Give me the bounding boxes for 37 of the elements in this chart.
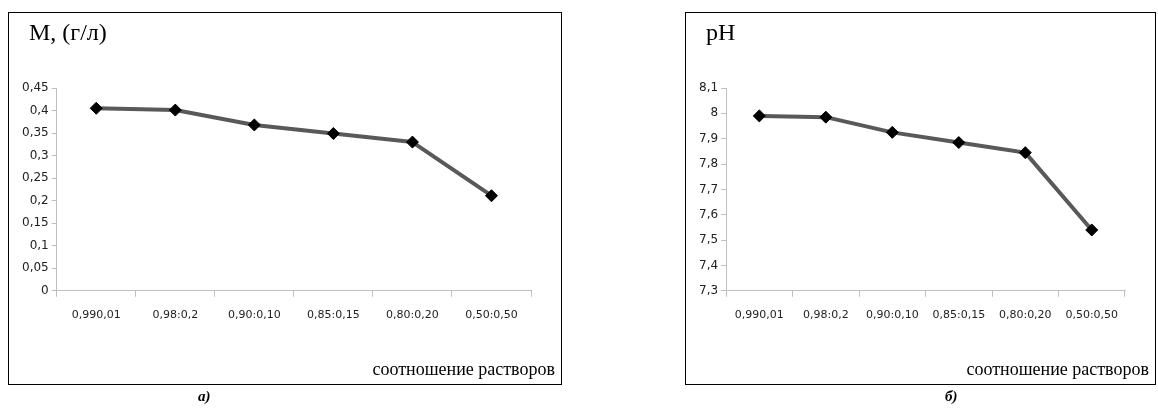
x-tick-label: 0,85:0,15 <box>932 308 986 322</box>
y-tick-label: 8 <box>710 105 719 120</box>
x-tick-label: 0,90:0,10 <box>865 308 919 322</box>
x-tick-label: 0,80:0,20 <box>386 308 439 322</box>
x-tick-label: 0,990,01 <box>71 308 121 322</box>
x-tick-label: 0,80:0,20 <box>998 308 1052 322</box>
y-tick-label: 7,5 <box>698 232 719 247</box>
y-tick-label: 0,45 <box>22 80 49 95</box>
y-axis-title: М, (г/л) <box>29 19 107 46</box>
y-tick-label: 0,4 <box>29 102 49 117</box>
y-tick-label: 0,1 <box>29 237 49 252</box>
y-tick-label: 7,6 <box>698 206 719 221</box>
y-tick-label: 0,2 <box>29 192 49 207</box>
y-tick-label: 0 <box>41 282 49 297</box>
x-tick-label: 0,85:0,15 <box>307 308 360 322</box>
y-tick-label: 0,25 <box>22 170 49 185</box>
y-tick-label: 8,1 <box>698 80 719 95</box>
x-tick-label: 0,50:0,50 <box>465 308 518 322</box>
x-tick-label: 0,50:0,50 <box>1065 308 1119 322</box>
y-tick-label: 0,05 <box>22 260 49 275</box>
x-tick-label: 0,90:0,10 <box>227 308 281 322</box>
text: б) <box>945 388 958 405</box>
y-tick-label: 7,3 <box>698 282 719 297</box>
y-tick-label: 7,9 <box>698 130 719 145</box>
y-tick-label: 7,4 <box>698 257 719 272</box>
text: а) <box>198 388 211 405</box>
x-axis-title: соотношение растворов <box>966 359 1149 380</box>
y-tick-label: 7,8 <box>698 156 719 171</box>
x-axis-title: соотношение растворов <box>372 359 555 380</box>
y-axis-title: pH <box>706 19 736 46</box>
x-tick-label: 0,98:0,2 <box>802 308 849 322</box>
y-tick-label: 7,7 <box>698 181 719 196</box>
y-tick-label: 0,15 <box>22 215 49 230</box>
x-tick-label: 0,98:0,2 <box>152 308 199 322</box>
x-tick-label: 0,990,01 <box>734 308 784 322</box>
y-tick-label: 0,3 <box>29 147 49 162</box>
y-tick-label: 0,35 <box>22 125 49 140</box>
